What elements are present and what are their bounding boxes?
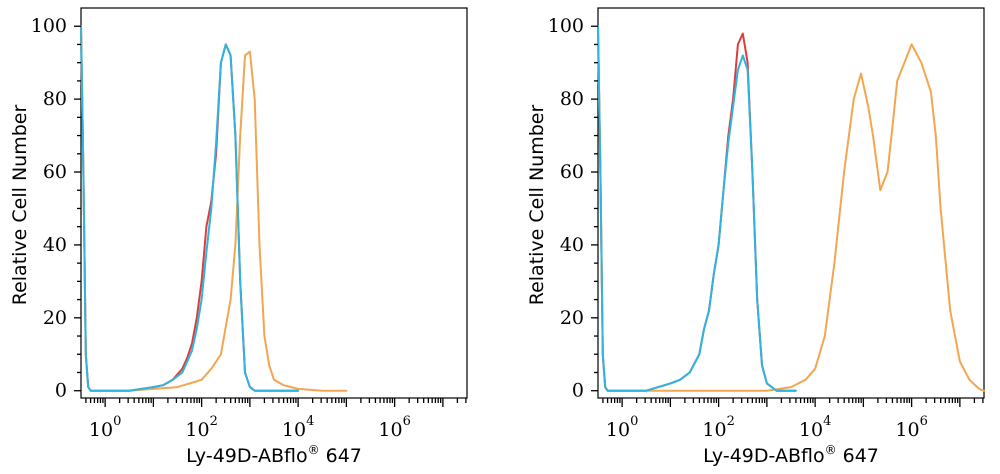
plot-right: Relative Cell Number Ly-49D-ABflo® 647 0… xyxy=(526,7,985,467)
y-tick-label: 80 xyxy=(560,88,584,110)
y-tick-label: 20 xyxy=(560,307,584,329)
y-tick-label: 20 xyxy=(43,307,67,329)
x-tick-label: 104 xyxy=(282,414,314,441)
plot-frame xyxy=(597,7,985,399)
y-tick-label: 100 xyxy=(31,15,67,37)
ylabel-right: Relative Cell Number xyxy=(526,105,548,306)
xlabel-left: Ly-49D-ABflo® 647 xyxy=(186,443,362,467)
y-tick-label: 40 xyxy=(43,234,67,256)
series-1-line xyxy=(80,25,348,392)
x-tick-label: 104 xyxy=(799,414,831,441)
y-tick-label: 0 xyxy=(55,380,67,402)
plot-frame xyxy=(80,7,468,399)
ylabel-left: Relative Cell Number xyxy=(9,105,31,306)
y-tick-label: 60 xyxy=(43,161,67,183)
x-tick-label: 102 xyxy=(185,414,217,441)
series-0-line xyxy=(597,25,797,392)
x-tick-label: 106 xyxy=(895,414,927,441)
series-1-line xyxy=(597,25,985,392)
plot-left: Relative Cell Number Ly-49D-ABflo® 647 0… xyxy=(9,7,468,467)
x-tick-label: 102 xyxy=(702,414,734,441)
y-tick-label: 40 xyxy=(560,234,584,256)
y-tick-label: 80 xyxy=(43,88,67,110)
series-2-line xyxy=(80,25,300,392)
y-tick-label: 100 xyxy=(548,15,584,37)
series-0-line xyxy=(80,25,300,392)
xlabel-right: Ly-49D-ABflo® 647 xyxy=(703,443,879,467)
y-tick-label: 0 xyxy=(572,380,584,402)
series-2-line xyxy=(597,25,797,392)
x-tick-label: 100 xyxy=(89,414,121,441)
x-tick-label: 106 xyxy=(378,414,410,441)
x-tick-label: 100 xyxy=(606,414,638,441)
y-tick-label: 60 xyxy=(560,161,584,183)
